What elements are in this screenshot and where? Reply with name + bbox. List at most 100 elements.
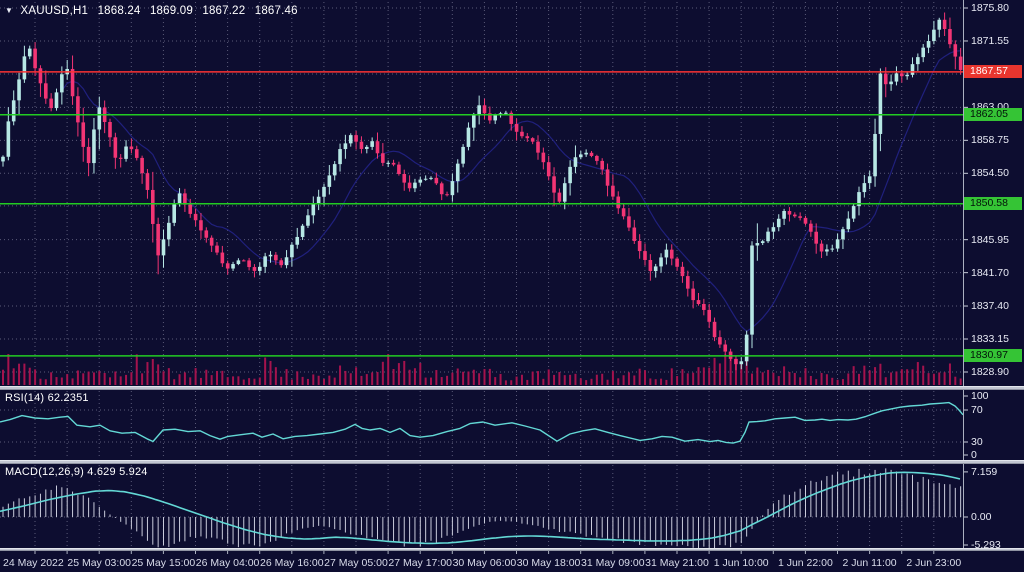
- time-axis-label: 26 May 16:00: [259, 557, 324, 569]
- candle: [247, 260, 251, 268]
- candle: [744, 334, 749, 362]
- candle: [17, 79, 21, 101]
- candle: [793, 214, 797, 217]
- candle: [397, 164, 401, 174]
- candle: [953, 44, 958, 57]
- candle: [616, 196, 621, 209]
- candle: [948, 29, 952, 45]
- rsi-axis-label: 0: [971, 449, 977, 461]
- candle: [841, 229, 845, 240]
- price-axis-label: 1871.55: [971, 34, 1009, 47]
- candle: [707, 309, 711, 322]
- macd-values: 4.629 5.924: [87, 466, 148, 478]
- candle: [332, 164, 337, 176]
- ohlc-high: 1869.09: [149, 5, 193, 17]
- price-axis-label: 1841.70: [971, 266, 1009, 279]
- candle: [910, 64, 915, 75]
- candle: [60, 74, 64, 93]
- candle: [696, 300, 701, 305]
- candle: [359, 141, 364, 149]
- red-price-tag: 1867.57: [964, 65, 1022, 79]
- symbol-dropdown-icon[interactable]: ▼: [5, 6, 14, 15]
- candle: [450, 181, 455, 196]
- candle: [546, 162, 551, 177]
- candle: [787, 210, 792, 215]
- candle: [461, 146, 465, 164]
- candle: [798, 216, 802, 218]
- candle: [70, 68, 75, 97]
- candle: [215, 245, 219, 253]
- candle: [1, 156, 5, 162]
- panel-separator-macd-timeaxis: [0, 548, 1024, 551]
- panel-separator-main-rsi[interactable]: [0, 386, 1024, 390]
- symbol-timeframe[interactable]: XAUUSD,H1: [20, 5, 89, 17]
- candle: [637, 240, 642, 252]
- candle: [316, 196, 321, 205]
- candle: [418, 179, 423, 183]
- candle: [579, 154, 583, 158]
- time-axis-label: 1 Jun 10:00: [713, 557, 769, 569]
- candle: [530, 138, 535, 142]
- candle: [370, 141, 374, 147]
- candle: [311, 204, 316, 216]
- candle: [632, 227, 637, 241]
- candle: [300, 225, 305, 237]
- candle: [766, 231, 770, 242]
- candle: [525, 136, 530, 139]
- candle: [161, 239, 166, 256]
- ohlc-low: 1867.22: [202, 5, 246, 17]
- candle: [857, 192, 861, 207]
- rsi-value: 62.2351: [47, 392, 89, 404]
- axis-ticks-layer: [34, 7, 968, 554]
- candle: [434, 177, 439, 184]
- candle: [846, 218, 851, 230]
- time-axis-label: 25 May 15:00: [131, 557, 196, 569]
- candle: [279, 260, 283, 266]
- candle: [611, 185, 615, 197]
- candle: [819, 243, 824, 252]
- macd-axis-label: 7.159: [971, 465, 998, 478]
- time-axis-label: 25 May 03:00: [67, 557, 132, 569]
- candle: [477, 105, 481, 116]
- candle: [867, 176, 872, 184]
- candle: [718, 337, 722, 345]
- candle: [167, 222, 171, 240]
- time-axis-label: 27 May 05:00: [324, 557, 388, 569]
- time-axis-label: 1 Jun 22:00: [777, 557, 833, 569]
- candle: [488, 113, 492, 121]
- rsi-axis-label: 70: [971, 404, 983, 416]
- candle: [862, 183, 867, 193]
- candle: [595, 155, 599, 161]
- candle: [439, 183, 444, 195]
- overlay-lines-layer: [0, 71, 963, 357]
- macd-axis-label: -5.293: [971, 539, 1001, 551]
- candle: [199, 220, 203, 231]
- green-price-tag: 1862.05: [964, 108, 1022, 122]
- candle: [562, 183, 567, 202]
- candle: [236, 260, 241, 265]
- rsi-panel: [0, 401, 963, 444]
- macd-axis-label: 0.00: [971, 511, 992, 523]
- candle: [209, 237, 214, 246]
- candle: [942, 19, 947, 30]
- price-axis-label: 1833.15: [971, 333, 1009, 345]
- candle: [413, 182, 417, 189]
- candle: [536, 141, 540, 153]
- candle: [493, 115, 497, 121]
- candle: [22, 56, 27, 80]
- candle: [883, 73, 888, 85]
- candle: [894, 73, 899, 82]
- candle: [691, 288, 695, 301]
- panel-separator-rsi-macd[interactable]: [0, 460, 1024, 464]
- candle: [327, 175, 332, 187]
- candle: [306, 215, 310, 226]
- candle: [809, 223, 813, 232]
- candle: [937, 19, 942, 30]
- candle: [391, 162, 396, 165]
- price-axis-label: 1854.50: [971, 167, 1009, 180]
- candle: [54, 92, 59, 109]
- candle: [541, 152, 546, 163]
- candle: [755, 243, 760, 246]
